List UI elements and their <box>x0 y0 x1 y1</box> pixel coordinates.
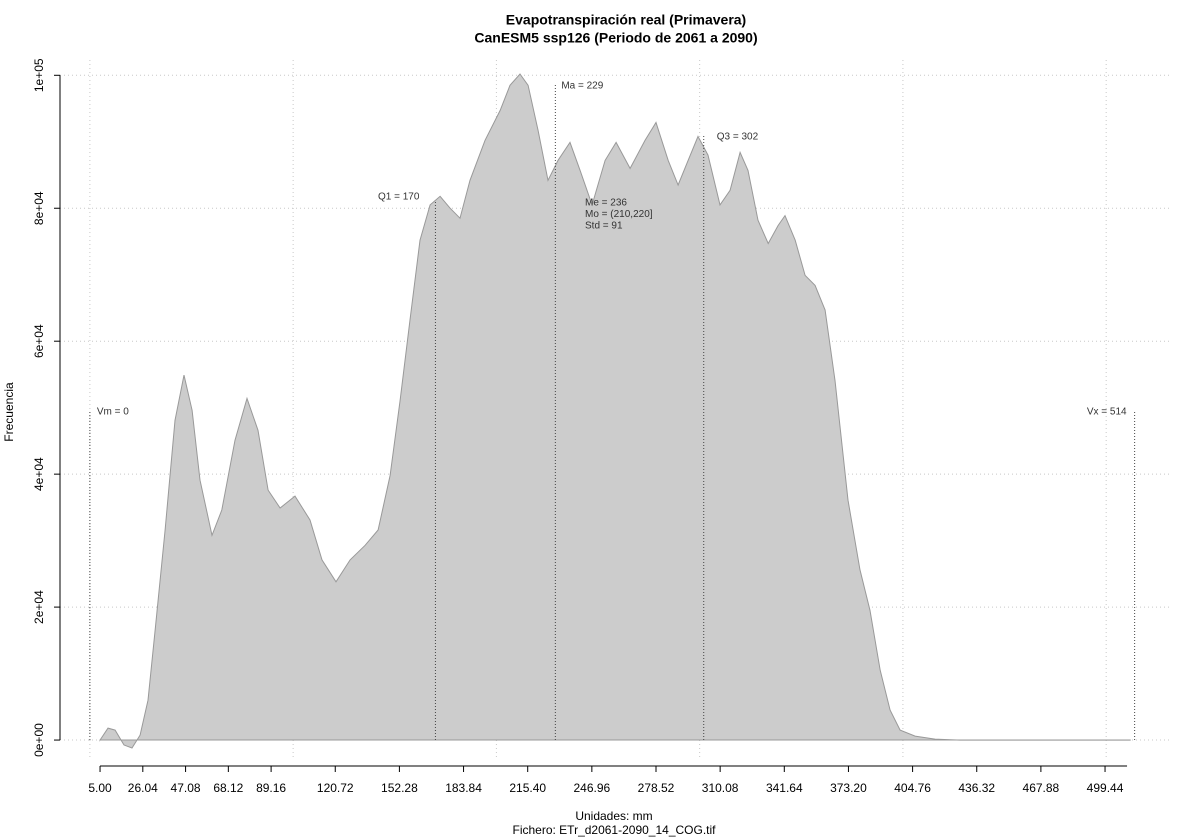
x-tick-label: 467.88 <box>1023 781 1060 795</box>
x-tick-label: 120.72 <box>317 781 354 795</box>
marker-label: Vm = 0 <box>97 407 129 418</box>
x-tick-label: 26.04 <box>128 781 158 795</box>
stat-label: Me = 236 <box>585 198 627 209</box>
x-tick-label: 436.32 <box>958 781 995 795</box>
x-tick-label: 5.00 <box>88 781 112 795</box>
stat-label: Mo = (210,220] <box>585 209 653 220</box>
x-axis-label: Unidades: mm <box>575 809 652 823</box>
y-tick-label: 0e+00 <box>32 723 46 757</box>
x-tick-label: 310.08 <box>702 781 739 795</box>
marker-label: Vx = 514 <box>1087 407 1127 418</box>
x-tick-label: 499.44 <box>1087 781 1124 795</box>
chart-subtitle: CanESM5 ssp126 (Periodo de 2061 a 2090) <box>474 30 757 46</box>
marker-label: Q1 = 170 <box>378 192 420 203</box>
x-tick-label: 246.96 <box>573 781 610 795</box>
y-tick-label: 8e+04 <box>32 191 46 225</box>
marker-label: Q3 = 302 <box>717 132 759 143</box>
x-tick-label: 89.16 <box>256 781 286 795</box>
x-tick-label: 183.84 <box>445 781 482 795</box>
chart-title: Evapotranspiración real (Primavera) <box>506 12 746 28</box>
x-tick-label: 404.76 <box>894 781 931 795</box>
density-area <box>99 73 1131 749</box>
x-tick-label: 373.20 <box>830 781 867 795</box>
y-tick-label: 6e+04 <box>32 324 46 358</box>
y-tick-label: 2e+04 <box>32 590 46 624</box>
caption: Fichero: ETr_d2061-2090_14_COG.tif <box>513 823 717 837</box>
stat-label: Std = 91 <box>585 221 623 232</box>
y-tick-label: 1e+05 <box>32 58 46 92</box>
x-tick-label: 152.28 <box>381 781 418 795</box>
x-tick-label: 215.40 <box>509 781 546 795</box>
x-tick-label: 341.64 <box>766 781 803 795</box>
marker-label: Ma = 229 <box>561 81 603 92</box>
x-tick-label: 278.52 <box>638 781 675 795</box>
x-tick-label: 47.08 <box>171 781 201 795</box>
x-tick-label: 68.12 <box>213 781 243 795</box>
y-axis-label: Frecuencia <box>2 382 16 442</box>
y-tick-label: 4e+04 <box>32 457 46 491</box>
